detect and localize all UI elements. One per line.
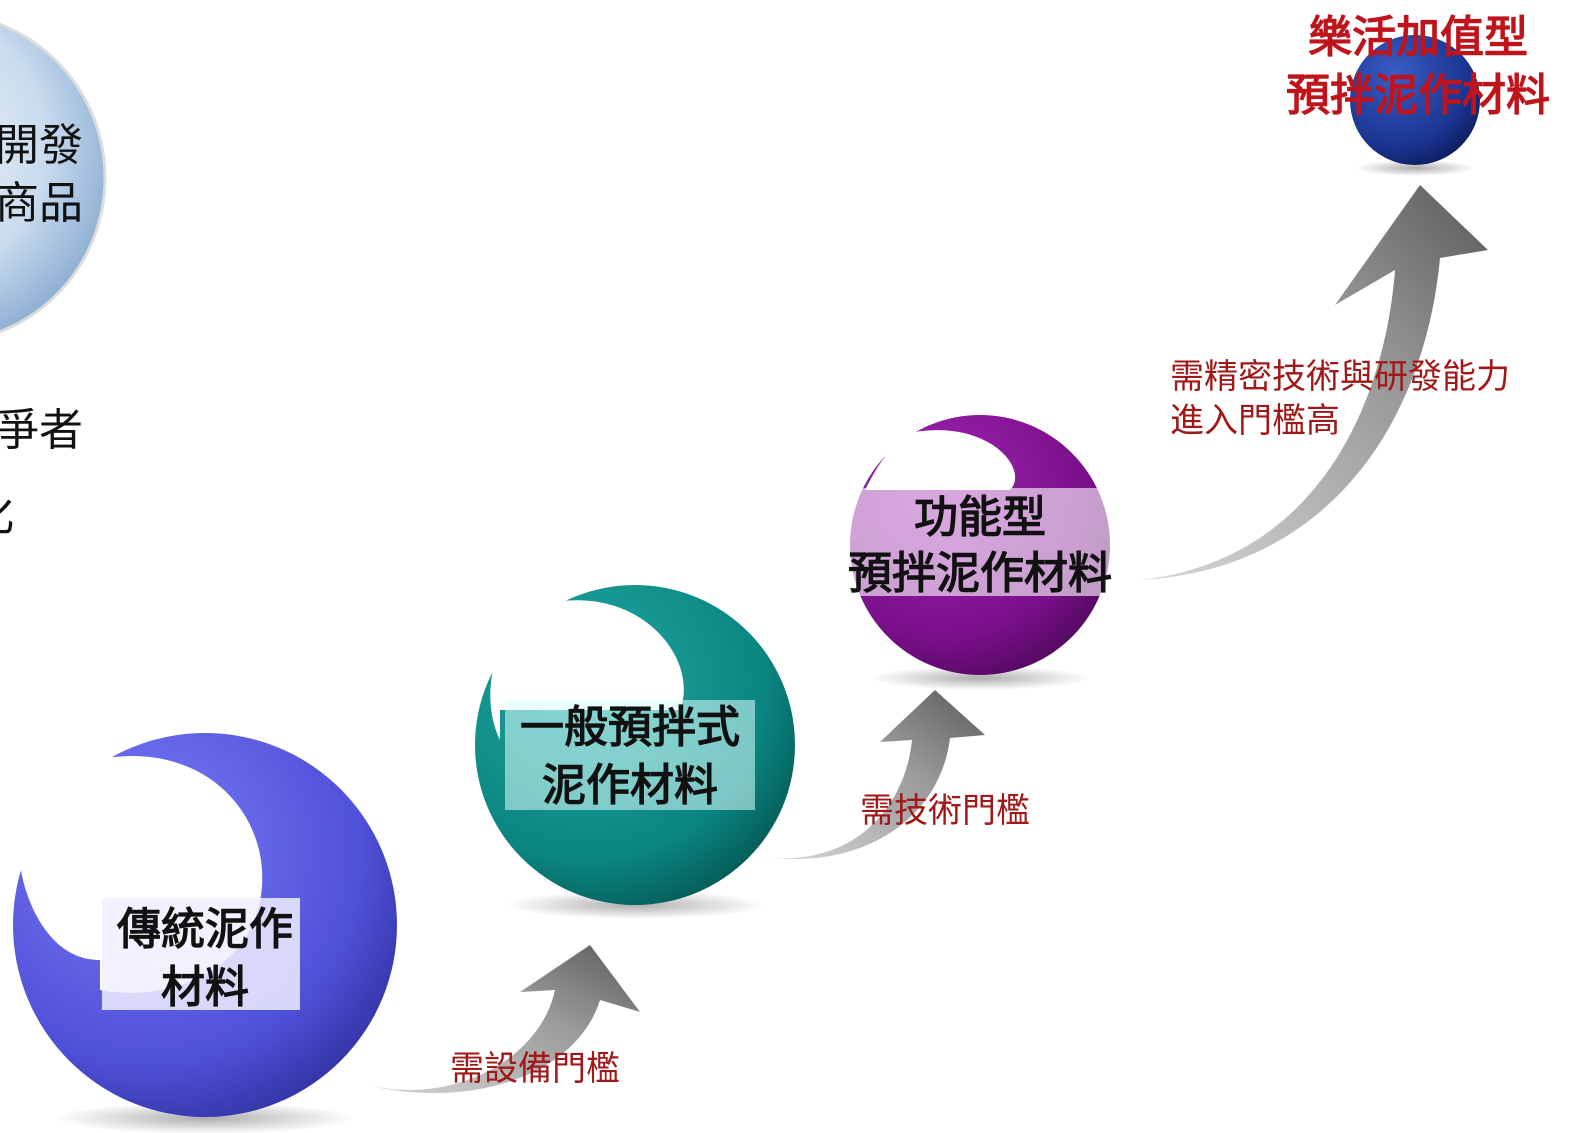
- node-label: 泥作材料: [542, 760, 718, 811]
- node-label: 一般預拌式: [520, 702, 740, 753]
- sky-circle: [0, 22, 107, 334]
- node-label: 材料: [161, 962, 249, 1013]
- node-label: 樂活加值型: [1308, 12, 1528, 63]
- shadow: [870, 666, 1090, 690]
- arrow-label: 需設備門檻: [450, 1049, 620, 1089]
- label-bg: [838, 488, 1123, 596]
- label-bg: [102, 898, 300, 1010]
- highlight: [865, 430, 1016, 490]
- shadow: [1355, 160, 1475, 176]
- arrow-label: 需技術門檻: [860, 791, 1030, 831]
- arrow: [1140, 185, 1488, 580]
- shadow: [55, 1102, 355, 1133]
- side-text: 爭者: [0, 405, 83, 456]
- node-label: 預拌泥作材料: [1286, 70, 1550, 121]
- side-text: 開發: [0, 120, 83, 171]
- arrow: [355, 945, 640, 1094]
- side-text: 商品: [0, 178, 83, 229]
- arrow-label: 進入門檻高: [1170, 401, 1340, 441]
- sphere: [1350, 35, 1480, 165]
- arrow-label: 需精密技術與研發能力: [1170, 357, 1510, 397]
- node-label: 傳統泥作: [116, 904, 293, 955]
- side-text: 化: [0, 490, 14, 541]
- arrow: [760, 690, 985, 859]
- node-label: 預拌泥作材料: [848, 548, 1112, 599]
- label-bg: [505, 700, 755, 810]
- node-label: 功能型: [914, 492, 1046, 543]
